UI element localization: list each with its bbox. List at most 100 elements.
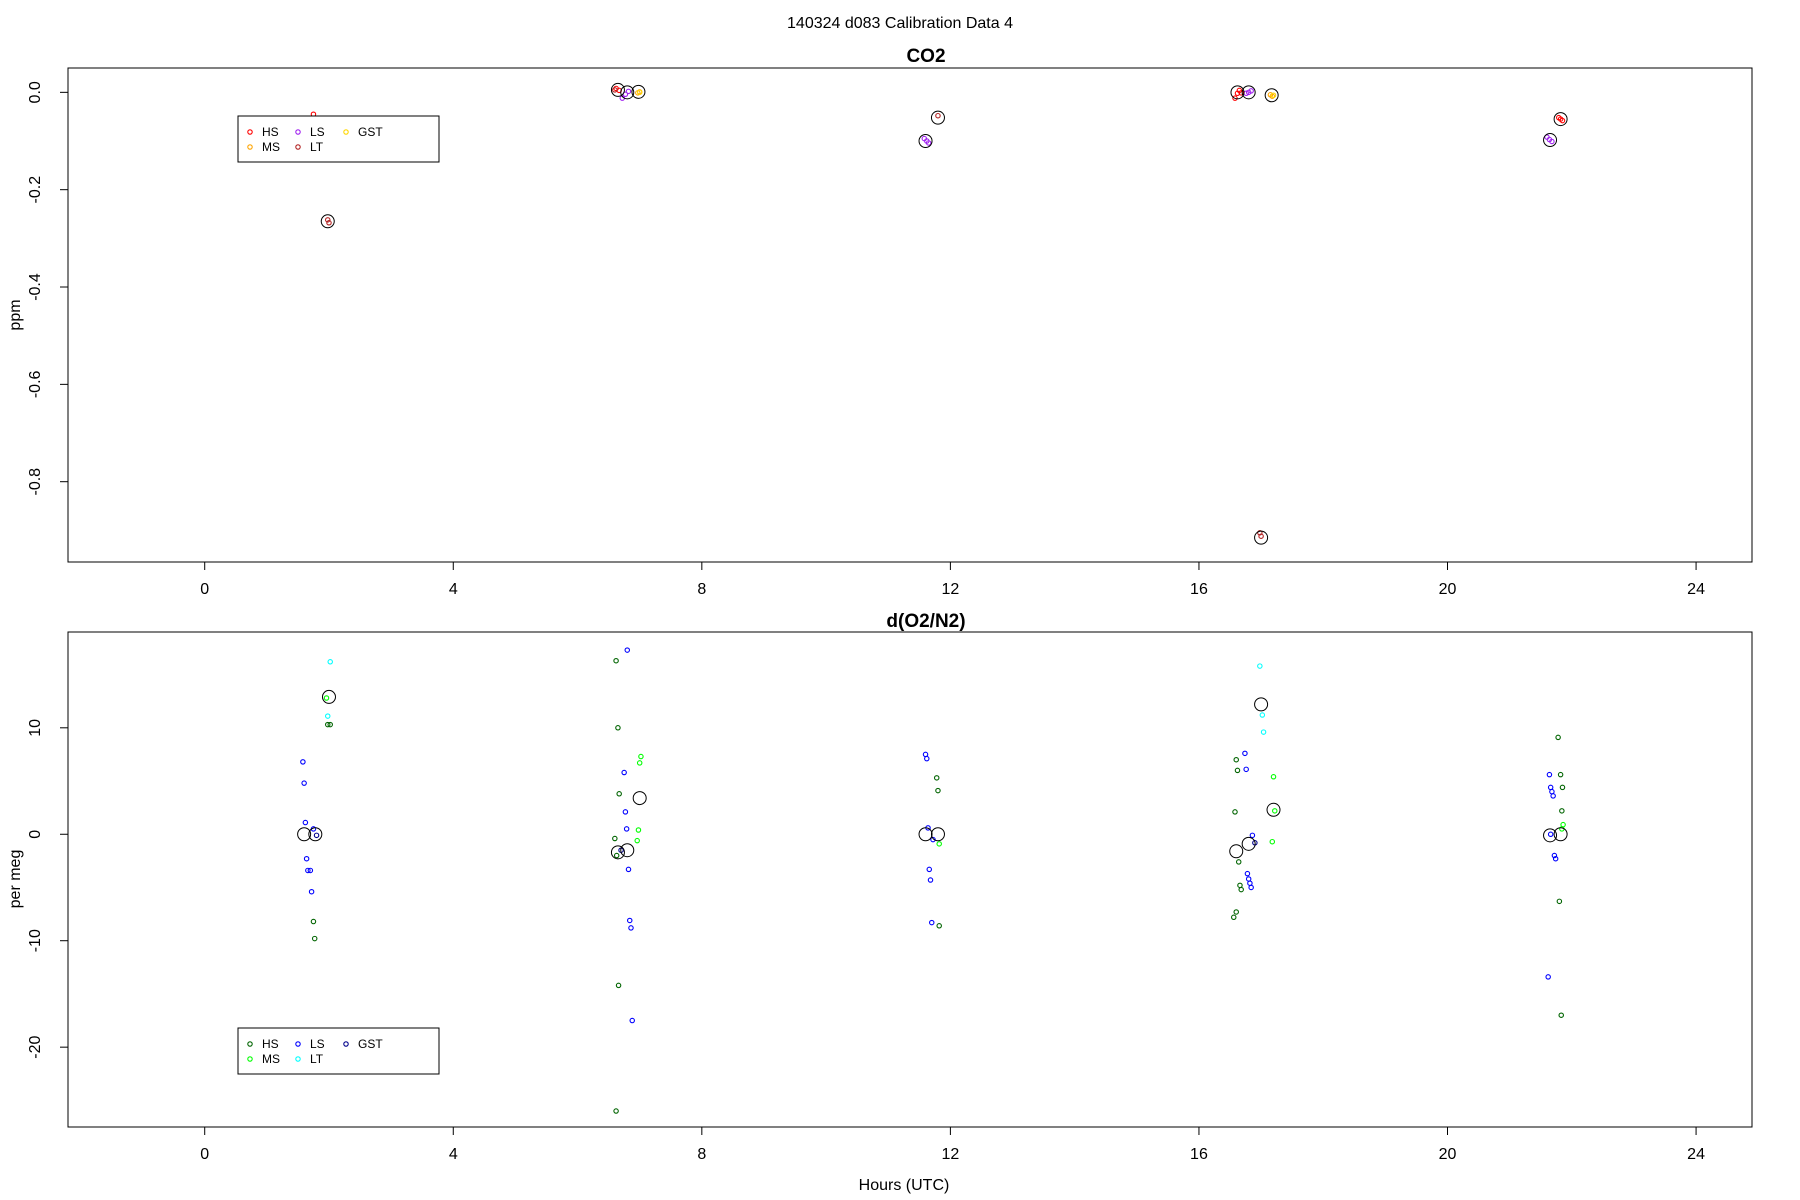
o2n2-mean-circle [321, 689, 336, 704]
o2n2-marks [297, 647, 1568, 1114]
co2-panel: CO2 ppm 0 4 8 12 16 20 24 0.0 -0.2 -0.4 -0.6 -0.8 H… [7, 46, 1753, 598]
co2-mean-circle [1230, 85, 1245, 100]
co2-point-ls [925, 140, 932, 146]
o2n2-point-hs [615, 982, 622, 989]
o2n2-point-ls [924, 755, 930, 762]
co2-y-tick-label: -0.6 [27, 370, 44, 398]
co2-mean-circle [1254, 530, 1269, 545]
o2n2-point-ls [302, 819, 309, 826]
o2n2-point-lt [327, 659, 333, 665]
co2-x-tick-label: 8 [697, 581, 706, 598]
o2n2-point-ls [1248, 884, 1254, 891]
o2n2-point-ls [629, 1017, 635, 1024]
o2n2-legend-label-ls: LS [310, 1037, 325, 1051]
co2-point-gst [636, 89, 643, 96]
o2n2-mean-circle [1266, 802, 1281, 817]
o2n2-point-hs [1231, 914, 1237, 921]
o2n2-point-ls [303, 855, 310, 862]
o2n2-x-tick-label: 12 [941, 1146, 959, 1163]
o2n2-ylabel: per meg [7, 850, 24, 909]
o2n2-point-ls [307, 867, 314, 874]
o2n2-legend-marker-hs [247, 1041, 253, 1047]
o2n2-point-ls [1249, 832, 1256, 839]
o2n2-title: d(O2/N2) [886, 611, 965, 632]
o2n2-point-ls [301, 780, 307, 786]
o2n2-point-hs [933, 775, 940, 781]
o2n2-point-ls [1550, 793, 1556, 799]
co2-point-gst [1270, 92, 1277, 99]
co2-point-ls [625, 88, 632, 95]
o2n2-point-ms [936, 841, 942, 847]
co2-mean-circle [930, 110, 945, 125]
o2n2-point-ls [624, 647, 631, 653]
co2-point-lt [612, 87, 618, 93]
co2-title: CO2 [906, 46, 945, 67]
o2n2-mean-circle [1543, 828, 1558, 843]
co2-y-tick-label: -0.4 [27, 273, 44, 301]
co2-mean-circle [1241, 85, 1256, 100]
o2n2-point-lt [324, 713, 331, 719]
co2-mean-circle [320, 214, 335, 229]
co2-legend-label-lt: LT [310, 140, 324, 154]
co2-y-tick-label: 0.0 [27, 81, 44, 103]
co2-point-hs [1559, 117, 1566, 124]
co2-point-lt [326, 220, 332, 226]
o2n2-point-hs [1235, 859, 1242, 865]
o2n2-point-ls [308, 888, 315, 895]
o2n2-mean-circle [918, 827, 933, 842]
o2n2-point-lt [1257, 663, 1263, 669]
co2-x-tick-label: 12 [941, 581, 959, 598]
o2n2-point-hs [324, 721, 331, 728]
o2n2-mean-circle [632, 791, 647, 806]
o2n2-legend-marker-ls [295, 1041, 301, 1047]
co2-point-hs [1238, 90, 1244, 96]
co2-mean-circle [1553, 112, 1568, 127]
co2-legend-marker-gst [343, 129, 349, 135]
co2-legend-marker-hs [247, 129, 253, 135]
o2n2-x-tick-label: 4 [449, 1146, 458, 1163]
co2-point-hs [1232, 95, 1238, 101]
o2n2-point-ls [626, 917, 633, 924]
o2n2-point-gst [313, 832, 320, 839]
co2-ylabel: ppm [7, 299, 24, 330]
o2n2-legend-label-lt: LT [310, 1052, 324, 1066]
o2n2-y-tick-label: 10 [27, 719, 44, 737]
o2n2-mean-circle [1229, 844, 1244, 859]
o2n2-legend-marker-lt [295, 1056, 301, 1062]
co2-point-ls [1248, 88, 1254, 94]
o2n2-mean-circle [1254, 697, 1269, 712]
o2n2-point-hs [935, 787, 941, 794]
o2n2-point-hs [1233, 756, 1239, 763]
co2-mean-circle [610, 82, 625, 97]
o2n2-point-ls [1243, 766, 1249, 773]
co2-point-ms [1269, 93, 1276, 99]
o2n2-xlabel: Hours (UTC) [859, 1177, 950, 1194]
o2n2-point-ls [623, 826, 630, 832]
o2n2-point-ms [635, 827, 642, 833]
o2n2-panel: d(O2/N2) per meg Hours (UTC) 0 4 8 12 16 20 24… [7, 611, 1753, 1194]
o2n2-y-tick-label: -20 [27, 1035, 44, 1058]
co2-x-tick-label: 20 [1439, 581, 1457, 598]
o2n2-mean-circle [1553, 827, 1568, 842]
o2n2-point-ls [928, 919, 935, 926]
o2n2-point-hs [936, 923, 942, 929]
o2n2-point-hs [1555, 734, 1561, 741]
o2n2-point-hs [613, 852, 620, 859]
o2n2-point-ls [1546, 771, 1553, 778]
o2n2-point-hs [1559, 784, 1566, 791]
o2n2-point-ls [305, 867, 311, 874]
o2n2-point-hs [327, 721, 333, 728]
co2-legend-marker-lt [295, 144, 301, 150]
co2-x-tick-label: 4 [449, 581, 458, 598]
o2n2-point-hs [311, 935, 318, 942]
o2n2-point-hs [615, 725, 621, 731]
co2-legend-marker-ls [295, 129, 301, 135]
o2n2-mean-circle [610, 845, 625, 860]
o2n2-point-hs [1558, 1012, 1564, 1018]
o2n2-point-ls [625, 866, 632, 873]
co2-legend-box [237, 115, 440, 163]
o2n2-mean-circle [1241, 836, 1256, 851]
